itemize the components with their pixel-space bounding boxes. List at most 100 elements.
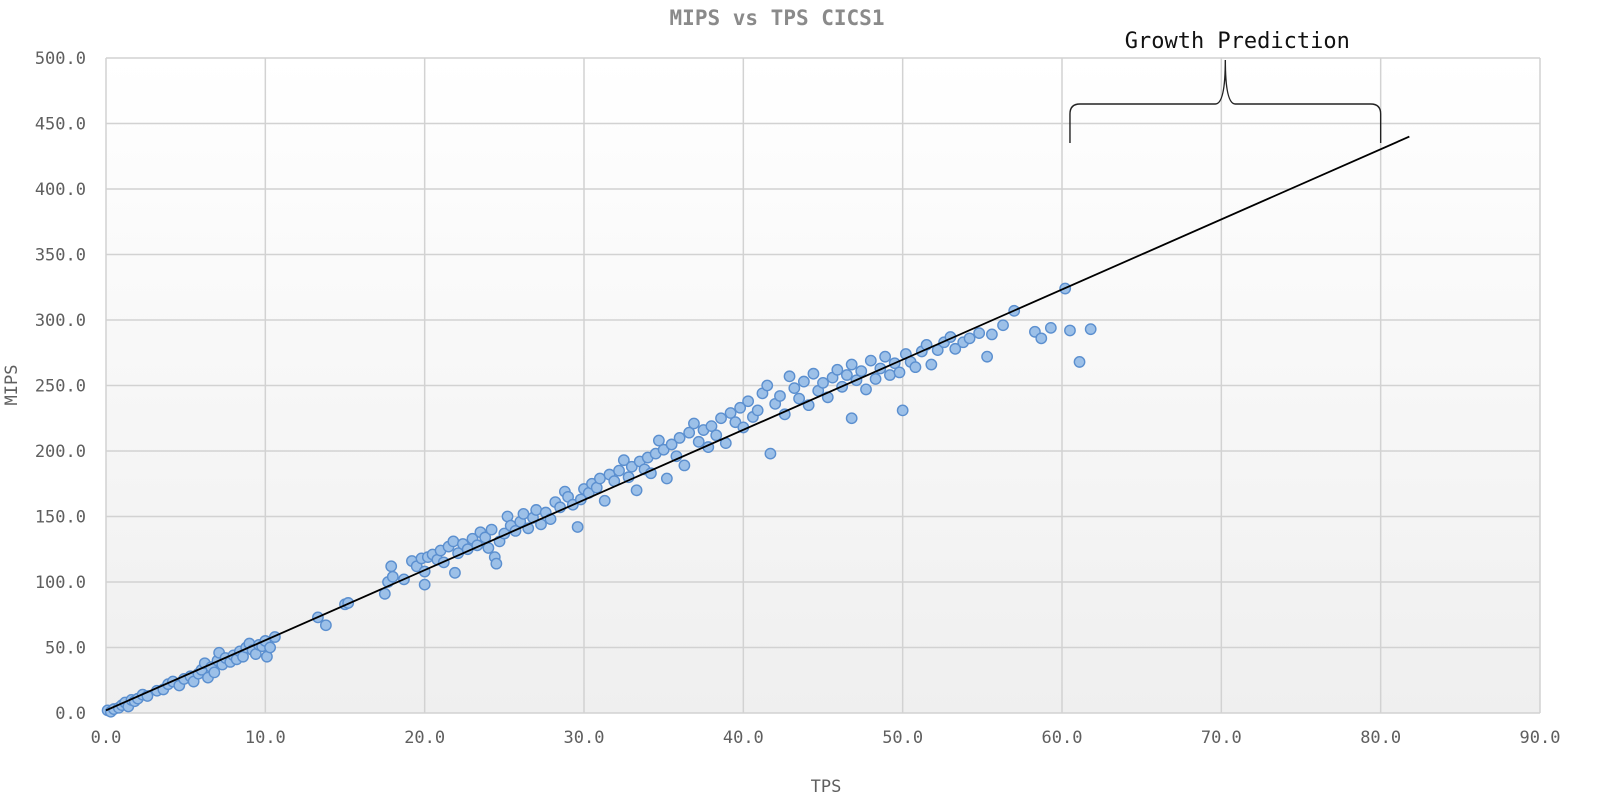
data-point xyxy=(841,369,853,381)
data-point xyxy=(981,350,994,363)
data-point xyxy=(678,459,691,472)
data-point xyxy=(571,521,584,533)
data-point xyxy=(1084,323,1097,336)
y-tick-label: 500.0 xyxy=(35,49,86,69)
data-point xyxy=(864,354,877,367)
x-tick-label: 80.0 xyxy=(1360,728,1401,748)
annotations: Growth Prediction xyxy=(1069,29,1382,143)
data-point xyxy=(715,412,727,425)
data-point xyxy=(855,365,868,377)
data-point xyxy=(896,404,909,417)
axis-ticks: 0.0 10.0 20.0 30.0 40.0 50.0 60.0 70.0 80.0 90.0 0… xyxy=(35,49,1561,748)
data-point xyxy=(845,358,858,371)
data-point xyxy=(613,464,625,477)
data-point xyxy=(793,392,805,405)
data-point xyxy=(660,472,673,485)
data-point xyxy=(705,420,718,433)
data-point xyxy=(884,369,896,381)
data-point xyxy=(949,342,962,355)
data-point xyxy=(909,361,922,374)
y-tick-label: 250.0 xyxy=(35,377,86,397)
data-point xyxy=(788,382,801,395)
data-point xyxy=(973,327,986,339)
data-point xyxy=(630,484,643,497)
data-point xyxy=(449,566,461,579)
data-point xyxy=(688,417,700,430)
gridlines xyxy=(105,57,1541,714)
x-tick-label: 20.0 xyxy=(404,728,445,748)
y-tick-label: 450.0 xyxy=(35,115,86,135)
data-point xyxy=(652,434,665,447)
data-point xyxy=(1035,332,1048,345)
y-tick-label: 350.0 xyxy=(35,246,86,266)
data-point xyxy=(783,370,796,383)
x-tick-label: 50.0 xyxy=(882,728,923,748)
data-point xyxy=(485,523,498,536)
x-tick-label: 40.0 xyxy=(723,728,764,748)
x-tick-label: 30.0 xyxy=(564,728,605,748)
y-tick-label: 100.0 xyxy=(35,573,86,593)
data-point xyxy=(673,431,686,444)
data-point xyxy=(683,426,696,439)
data-point xyxy=(893,366,906,379)
data-point xyxy=(1044,321,1057,334)
data-point xyxy=(208,666,221,679)
x-tick-label: 90.0 xyxy=(1520,728,1561,748)
data-point xyxy=(845,412,858,425)
data-point xyxy=(665,438,678,451)
y-tick-label: 0.0 xyxy=(55,704,86,724)
growth-prediction-label: Growth Prediction xyxy=(1125,29,1350,54)
data-point xyxy=(1064,324,1076,337)
data-point xyxy=(925,358,938,371)
data-point xyxy=(985,328,998,341)
data-point xyxy=(530,504,543,516)
data-point xyxy=(692,435,705,448)
data-point xyxy=(625,460,638,473)
data-point xyxy=(594,472,606,485)
data-point xyxy=(831,363,844,376)
data-point xyxy=(742,395,755,408)
chart-title: MIPS vs TPS CICS1 xyxy=(670,6,885,30)
data-point xyxy=(264,641,277,654)
trendline-path xyxy=(105,135,1410,712)
data-point xyxy=(598,494,611,507)
y-tick-label: 300.0 xyxy=(35,311,86,331)
y-tick-label: 400.0 xyxy=(35,180,86,200)
data-point xyxy=(517,507,530,520)
data-point xyxy=(490,557,503,570)
data-point xyxy=(418,578,431,591)
data-point xyxy=(385,560,398,573)
data-point xyxy=(807,367,820,380)
data-point xyxy=(963,332,976,345)
growth-prediction-brace xyxy=(1069,59,1382,143)
data-point xyxy=(860,383,872,396)
trendline xyxy=(105,135,1410,712)
data-point xyxy=(751,404,764,417)
y-tick-label: 200.0 xyxy=(35,442,86,462)
x-axis-title: TPS xyxy=(811,777,842,797)
data-point xyxy=(319,619,332,632)
data-point xyxy=(386,570,399,583)
x-tick-label: 0.0 xyxy=(91,728,122,748)
data-point xyxy=(797,375,810,388)
data-point xyxy=(724,407,737,419)
data-point xyxy=(817,376,829,389)
data-point xyxy=(617,454,630,467)
data-point xyxy=(761,379,774,392)
data-point xyxy=(1073,356,1086,368)
data-point xyxy=(869,373,882,385)
data-point xyxy=(997,319,1009,332)
data-point xyxy=(657,443,670,456)
data-point xyxy=(879,350,892,363)
x-tick-label: 70.0 xyxy=(1201,728,1242,748)
y-tick-label: 50.0 xyxy=(45,639,86,659)
data-point xyxy=(734,401,747,414)
x-tick-label: 60.0 xyxy=(1042,728,1083,748)
data-point xyxy=(447,535,460,548)
y-tick-label: 150.0 xyxy=(35,508,86,528)
x-tick-label: 10.0 xyxy=(245,728,286,748)
data-point xyxy=(764,447,777,460)
y-axis-title: MIPS xyxy=(2,365,22,406)
data-point xyxy=(774,390,786,402)
